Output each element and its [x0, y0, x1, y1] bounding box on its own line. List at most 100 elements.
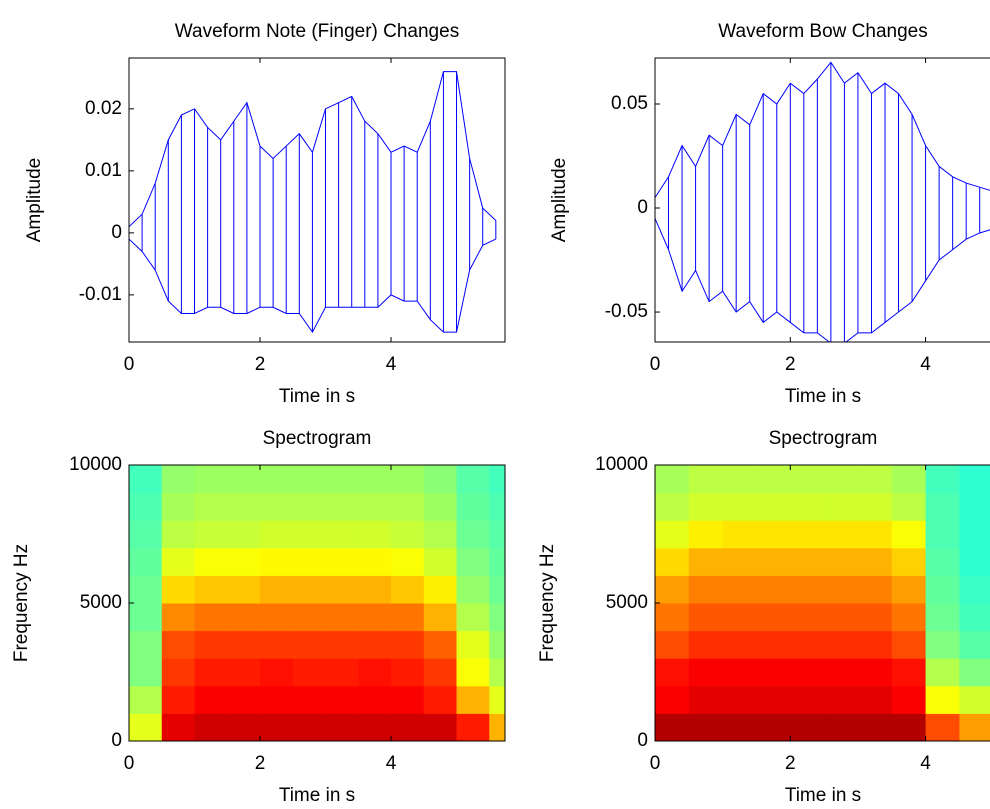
spectrogram-cell — [325, 630, 359, 659]
spectrogram-cell — [925, 575, 960, 604]
spectrogram-cell — [824, 658, 859, 687]
plot-area — [129, 58, 505, 342]
spectrogram-cell — [688, 630, 724, 659]
spectrogram-cell — [423, 685, 458, 714]
spectrogram-cell — [756, 603, 791, 632]
spectrogram-cell — [260, 685, 294, 714]
y-axis-label: Amplitude — [24, 158, 45, 243]
spectrogram-cell — [655, 603, 690, 632]
plot-background — [129, 58, 505, 342]
spectrogram-cell — [756, 520, 791, 549]
spectrogram-cell — [358, 630, 392, 659]
spectrogram-cell — [129, 685, 163, 714]
spectrogram-cell — [790, 713, 825, 741]
spectrogram-cell — [260, 603, 294, 632]
spectrogram-cell — [292, 658, 327, 687]
x-tick-label: 2 — [785, 753, 796, 774]
spectrogram-cell — [358, 603, 392, 632]
spectrogram-cell — [756, 713, 791, 741]
spectrogram-cell — [857, 465, 893, 494]
spectrogram-cell — [688, 465, 724, 494]
y-tick-label: 10000 — [595, 454, 648, 475]
spectrogram-cell — [423, 713, 458, 741]
spectrogram-cell — [292, 465, 327, 494]
spectrogram-cell — [227, 713, 261, 741]
spectrogram-cell — [194, 520, 228, 549]
y-tick-label: 5000 — [80, 592, 122, 613]
spectrogram-cell — [161, 465, 196, 494]
spectrogram-cell — [790, 685, 825, 714]
subplot-title: Waveform Bow Changes — [718, 21, 927, 42]
spectrogram-cell — [857, 603, 893, 632]
spectrogram-cell — [655, 492, 690, 521]
spectrogram-cell — [456, 465, 490, 494]
spectrogram-cell — [891, 492, 927, 521]
spectrogram-cell — [292, 603, 327, 632]
spectrogram-cell — [358, 658, 392, 687]
spectrogram-cell — [194, 630, 228, 659]
spectrogram-cell — [489, 575, 505, 604]
spectrogram-cell — [325, 685, 359, 714]
spectrogram-cell — [260, 492, 294, 521]
spectrogram-cell — [456, 713, 490, 741]
spectrogram-cell — [959, 658, 990, 687]
spectrogram-cell — [790, 575, 825, 604]
spectrogram-cell — [489, 492, 505, 521]
spectrogram-cell — [292, 520, 327, 549]
spectrogram-cell — [655, 520, 690, 549]
spectrogram-cell — [260, 630, 294, 659]
spectrogram-cell — [391, 713, 425, 741]
subplot: 0 2 4 0 5000 10000 Spectrogram Time in s Frequen… — [537, 428, 990, 806]
spectrogram-cell — [925, 603, 960, 632]
spectrogram-cell — [161, 492, 196, 521]
spectrogram-cell — [756, 575, 791, 604]
spectrogram-cell — [194, 465, 228, 494]
spectrogram-cell — [489, 520, 505, 549]
spectrogram-cell — [688, 547, 724, 576]
spectrogram-cell — [925, 547, 960, 576]
spectrogram-cell — [129, 658, 163, 687]
spectrogram-cell — [227, 685, 261, 714]
spectrogram-cell — [824, 465, 859, 494]
spectrogram-cell — [857, 630, 893, 659]
spectrogram-cell — [891, 685, 927, 714]
spectrogram-cell — [129, 465, 163, 494]
subplot-title: Spectrogram — [769, 428, 878, 449]
spectrogram-cell — [423, 575, 458, 604]
spectrogram-cell — [391, 520, 425, 549]
spectrogram-cell — [129, 575, 163, 604]
spectrogram-cell — [790, 603, 825, 632]
spectrogram-cell — [857, 492, 893, 521]
y-tick-label: 0.02 — [85, 98, 122, 119]
spectrogram-cell — [959, 603, 990, 632]
x-tick-label: 0 — [650, 753, 661, 774]
x-axis-label: Time in s — [279, 785, 355, 806]
spectrogram-cell — [227, 520, 261, 549]
spectrogram-cell — [260, 713, 294, 741]
spectrogram-cell — [756, 630, 791, 659]
spectrogram-cell — [925, 520, 960, 549]
spectrogram-cell — [423, 465, 458, 494]
spectrogram-cell — [722, 492, 757, 521]
spectrogram-cell — [824, 630, 859, 659]
spectrogram-cell — [655, 658, 690, 687]
spectrogram-cell — [857, 713, 893, 741]
spectrogram-cell — [891, 575, 927, 604]
spectrogram-cell — [824, 547, 859, 576]
spectrogram-cell — [456, 575, 490, 604]
spectrogram-cell — [260, 575, 294, 604]
spectrogram-cell — [959, 547, 990, 576]
y-tick-label: 0.05 — [611, 93, 648, 114]
spectrogram-cell — [688, 713, 724, 741]
x-tick-label: 2 — [255, 753, 266, 774]
spectrogram-cell — [423, 658, 458, 687]
y-axis-label: Amplitude — [549, 158, 570, 243]
spectrogram-cell — [489, 547, 505, 576]
spectrogram-cell — [423, 547, 458, 576]
spectrogram-cell — [722, 547, 757, 576]
spectrogram-cell — [925, 685, 960, 714]
spectrogram-cell — [358, 685, 392, 714]
spectrogram-cell — [227, 547, 261, 576]
spectrogram-cell — [891, 520, 927, 549]
spectrogram-cell — [891, 465, 927, 494]
